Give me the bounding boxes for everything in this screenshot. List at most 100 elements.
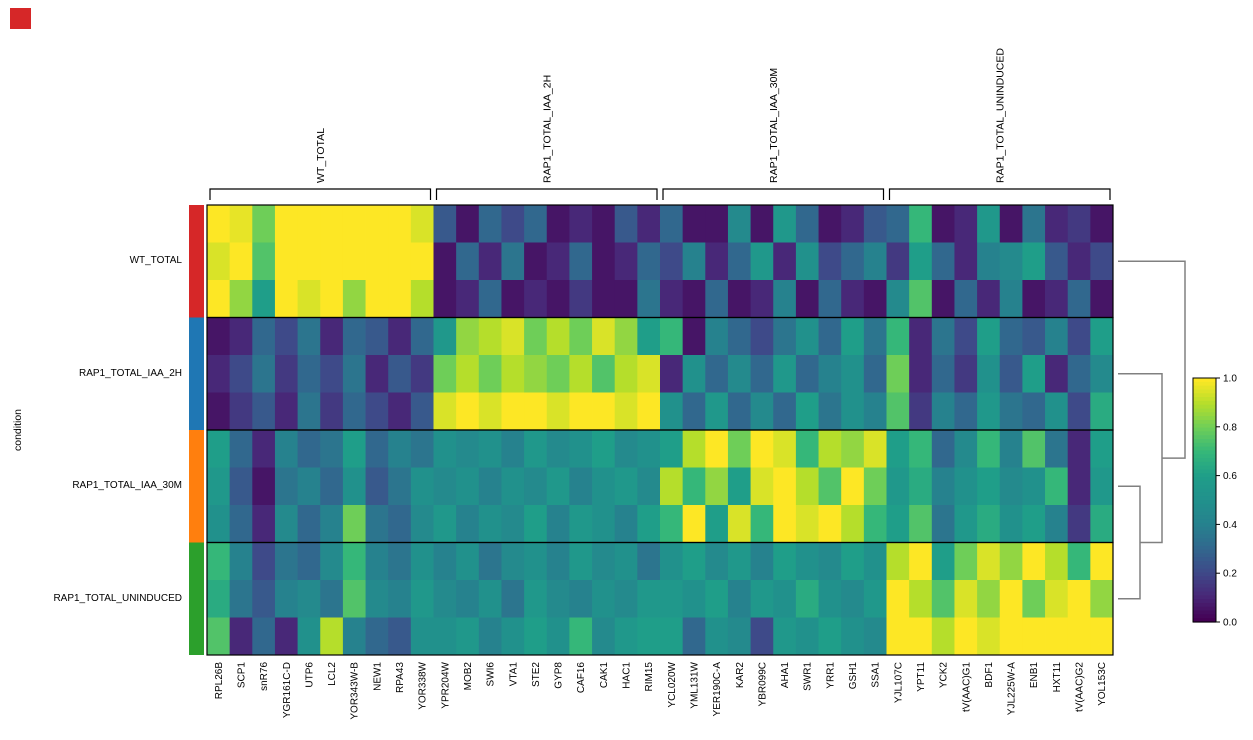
heatmap-cell xyxy=(1067,617,1091,656)
heatmap-cell xyxy=(1045,280,1069,318)
colorbar-outline xyxy=(1192,377,1217,623)
heatmap-cell xyxy=(274,355,298,393)
heatmap-cell xyxy=(410,317,434,356)
heatmap-cell xyxy=(705,580,729,618)
heatmap-cell xyxy=(592,505,616,543)
heatmap-cell xyxy=(614,205,638,243)
heatmap-cell xyxy=(569,242,593,281)
heatmap-cell xyxy=(750,467,774,506)
heatmap-cell xyxy=(592,617,616,656)
heatmap-cell xyxy=(410,542,434,581)
row-color-strip xyxy=(189,542,204,655)
heatmap-cell xyxy=(977,580,1001,618)
heatmap-cell xyxy=(501,280,525,318)
heatmap-cell xyxy=(795,505,819,543)
heatmap-cell xyxy=(478,467,502,506)
heatmap-cell xyxy=(614,580,638,618)
heatmap-cell xyxy=(207,355,231,393)
heatmap-cell xyxy=(1067,392,1091,431)
heatmap-cell xyxy=(252,467,276,506)
heatmap-cell xyxy=(660,242,684,281)
x-tick-label: RIM15 xyxy=(644,662,655,692)
heatmap-cell xyxy=(682,430,706,468)
heatmap-cell xyxy=(614,467,638,506)
heatmap-cell xyxy=(773,242,797,281)
heatmap-cell xyxy=(320,392,344,431)
x-tick-label: VTA1 xyxy=(508,662,519,687)
heatmap-cell xyxy=(660,392,684,431)
colorbar-gradient-step xyxy=(1193,484,1216,490)
colorbar-tick-label: 0.8 xyxy=(1223,422,1237,433)
heatmap-cell xyxy=(1090,542,1114,581)
heatmap-cell xyxy=(1045,392,1069,431)
heatmap-cell xyxy=(297,392,321,431)
heatmap-cell xyxy=(682,355,706,393)
heatmap-cell xyxy=(229,542,253,581)
col-group-bracket xyxy=(888,188,1111,200)
heatmap-cell xyxy=(433,280,457,318)
colorbar-gradient-step xyxy=(1193,465,1216,471)
row-group-label-rap1-total-uninduced: RAP1_TOTAL_UNINDUCED xyxy=(53,593,182,604)
heatmap-cell xyxy=(795,392,819,431)
heatmap-cell xyxy=(773,392,797,431)
heatmap-cell xyxy=(410,355,434,393)
colorbar-gradient-step xyxy=(1193,522,1216,528)
colorbar-tick-label: 0.4 xyxy=(1223,520,1237,531)
row-color-strip xyxy=(189,317,204,430)
heatmap-cell xyxy=(886,430,910,468)
heatmap-cell xyxy=(637,467,661,506)
colorbar-gradient-step xyxy=(1193,534,1216,539)
colorbar-gradient-step xyxy=(1193,568,1216,574)
heatmap-cell xyxy=(388,205,412,243)
colorbar-gradient-step xyxy=(1193,557,1216,562)
heatmap-cell xyxy=(274,505,298,543)
heatmap-cell xyxy=(909,467,933,506)
heatmap-cell xyxy=(1045,355,1069,393)
heatmap-cell xyxy=(705,355,729,393)
heatmap-cell xyxy=(886,355,910,393)
heatmap-cell xyxy=(478,430,502,468)
heatmap-cell xyxy=(252,205,276,243)
heatmap-cell xyxy=(592,580,616,618)
heatmap-cell xyxy=(931,430,955,468)
heatmap-cell xyxy=(1022,617,1046,656)
x-tick-label: YPR204W xyxy=(440,661,451,708)
heatmap-cell xyxy=(863,467,887,506)
heatmap-cell xyxy=(297,317,321,356)
x-tick-label: LCL2 xyxy=(327,662,338,686)
heatmap-cell xyxy=(750,317,774,356)
heatmap-cell xyxy=(931,392,955,431)
colorbar-gradient-step xyxy=(1193,419,1216,425)
heatmap-cell xyxy=(569,580,593,618)
heatmap-cell xyxy=(1067,280,1091,318)
colorbar-gradient-step xyxy=(1193,408,1216,413)
heatmap-cell xyxy=(705,430,729,468)
heatmap-cell xyxy=(660,205,684,243)
heatmap-cell xyxy=(569,355,593,393)
colorbar-tick-label: 0.2 xyxy=(1223,569,1237,580)
heatmap-cell xyxy=(614,242,638,281)
heatmap-cell xyxy=(999,317,1023,356)
x-tick-label: CAK1 xyxy=(599,662,610,689)
heatmap-cell xyxy=(818,205,842,243)
heatmap-cell xyxy=(592,467,616,506)
heatmap-cell xyxy=(977,205,1001,243)
colorbar-gradient-step xyxy=(1193,477,1216,482)
heatmap-cell xyxy=(999,205,1023,243)
heatmap-cell xyxy=(682,280,706,318)
heatmap-cell xyxy=(252,617,276,656)
heatmap-cell xyxy=(456,242,480,281)
heatmap-cell xyxy=(682,205,706,243)
heatmap-cell xyxy=(682,580,706,618)
heatmap-cell xyxy=(795,317,819,356)
col-group-label: RAP1_TOTAL_IAA_2H xyxy=(541,75,553,183)
x-tick-label: HXT11 xyxy=(1052,662,1063,693)
x-tick-label: YCK2 xyxy=(939,662,950,689)
heatmap-cell xyxy=(909,242,933,281)
heatmap-cell xyxy=(727,242,751,281)
heatmap-cell xyxy=(795,617,819,656)
colorbar-gradient-step xyxy=(1193,526,1216,532)
heatmap-cell xyxy=(501,355,525,393)
heatmap-cell xyxy=(637,430,661,468)
